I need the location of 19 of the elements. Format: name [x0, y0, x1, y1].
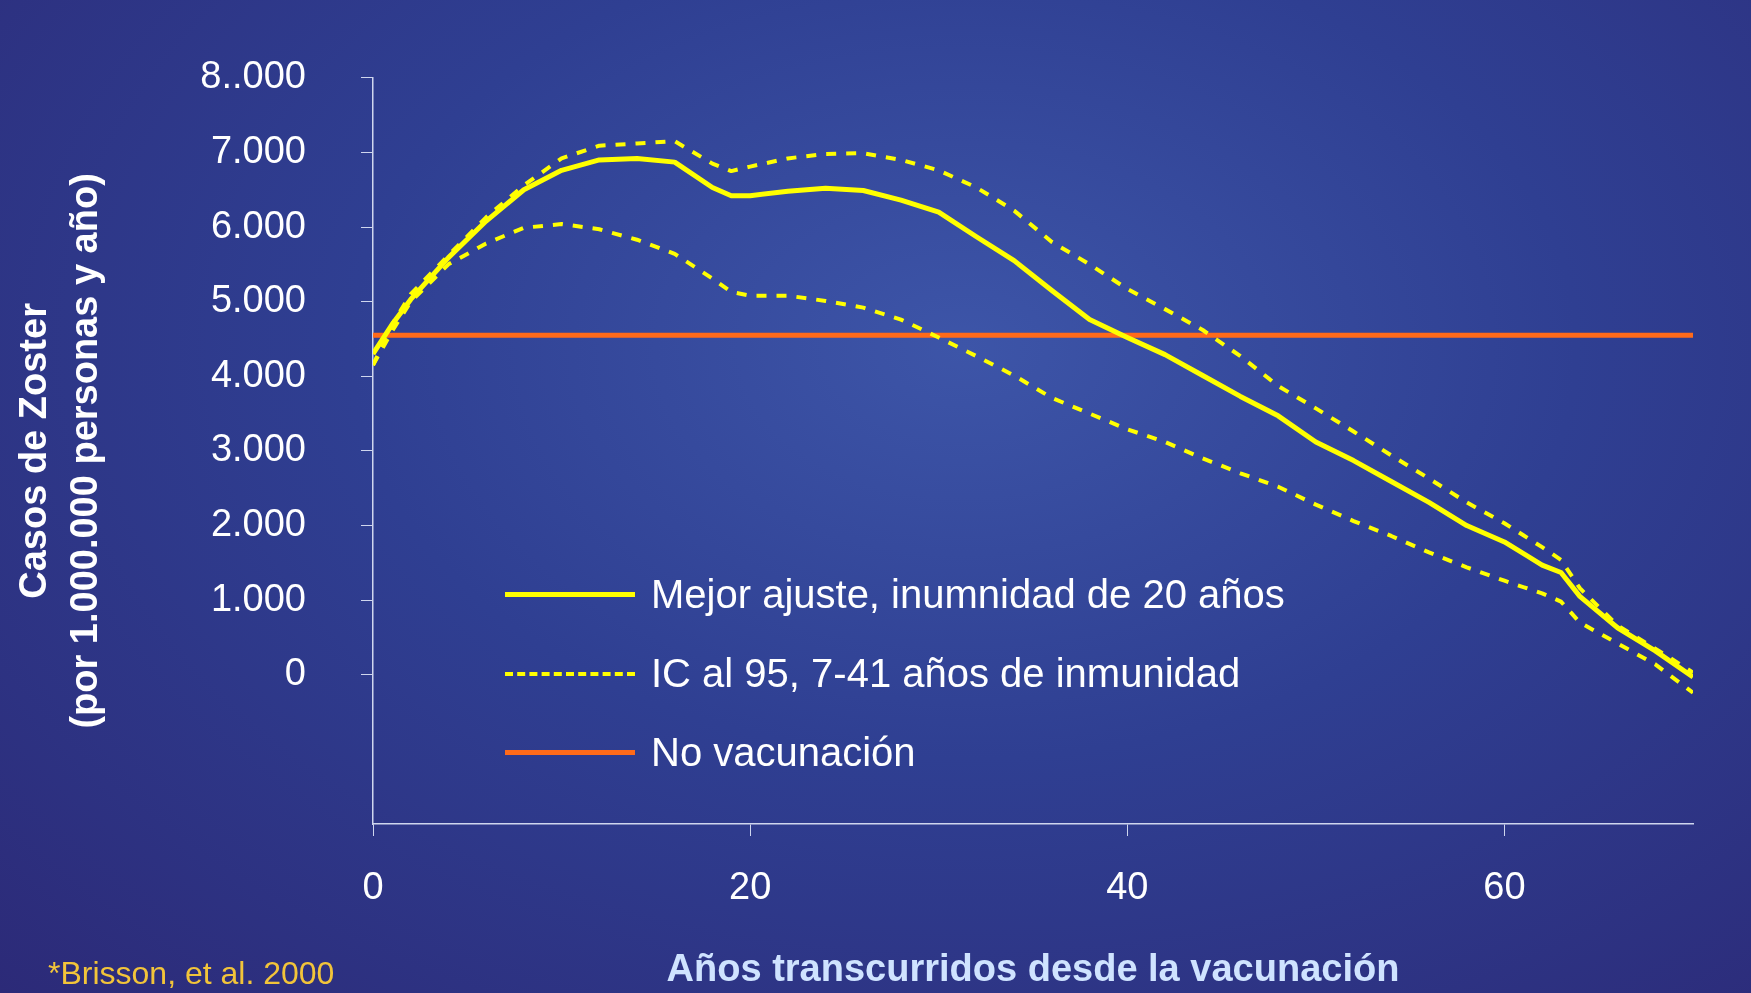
y-tick-label: 0	[284, 651, 306, 694]
text: *Brisson, et al. 2000	[48, 955, 335, 992]
legend-label: No vacunación	[651, 730, 916, 775]
x-axis-title: Años transcurridos desde la vacunación	[666, 946, 1400, 989]
y-tick-label: 1.000	[210, 576, 306, 619]
legend-label: Mejor ajuste, inumnidad de 20 años	[651, 572, 1285, 617]
x-tick-label: 0	[362, 865, 384, 908]
y-tick-label: 7.000	[210, 128, 306, 171]
x-tick-label: 20	[729, 865, 772, 908]
y-tick-label: 6.000	[210, 203, 306, 246]
y-tick-label: 2.000	[210, 502, 306, 544]
y-tick-label: 4.000	[210, 352, 306, 395]
y-tick-label: 5.000	[210, 278, 306, 321]
x-tick-label: 40	[1106, 865, 1149, 908]
y-tick-label: 8..000	[200, 54, 306, 97]
x-tick-label: 60	[1483, 865, 1526, 908]
y-tick-label: 3.000	[210, 427, 306, 470]
y-axis-title: Casos de Zoster (por 1.000.000 personas y año)	[12, 173, 106, 729]
legend-label: IC al 95, 7-41 años de inmunidad	[651, 651, 1241, 696]
